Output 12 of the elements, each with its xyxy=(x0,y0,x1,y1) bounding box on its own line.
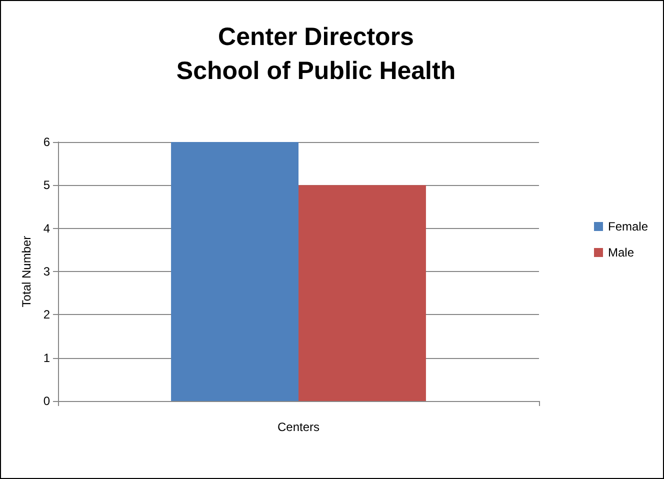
legend-label: Female xyxy=(608,220,648,234)
y-tick-label: 3 xyxy=(43,264,50,278)
x-axis-title: Centers xyxy=(277,420,320,434)
y-tick-label: 1 xyxy=(43,350,50,365)
y-axis-title: Total Number xyxy=(19,236,34,308)
legend-label: Male xyxy=(608,246,634,260)
y-tick-label: 5 xyxy=(43,178,50,192)
y-tick-label: 4 xyxy=(43,221,50,236)
chart-title: Center Directors School of Public Health xyxy=(176,23,456,85)
y-tick-label: 6 xyxy=(43,135,50,149)
y-tick-label: 2 xyxy=(43,308,50,322)
y-tick-label: 0 xyxy=(43,394,50,408)
